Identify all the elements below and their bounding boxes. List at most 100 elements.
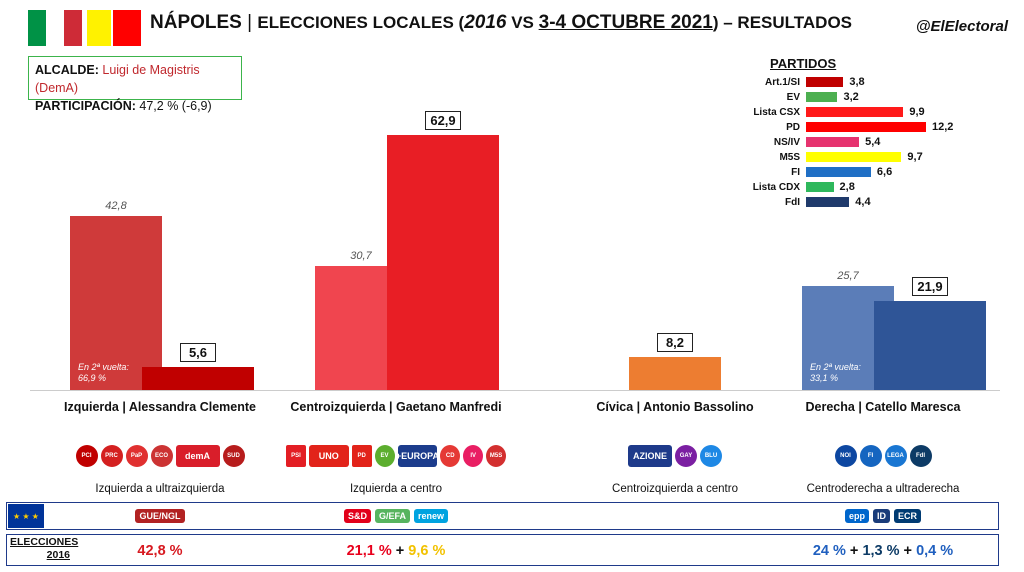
articolo-uno-logo-icon: UNO: [308, 445, 349, 467]
eu-groups-row: [6, 502, 999, 530]
party-bar-8: [806, 197, 850, 207]
party-value-2: 9,9: [909, 106, 925, 118]
party-row-7: Lista CDX 2,8: [740, 180, 855, 194]
civica-gay-logo-icon: GAY: [675, 445, 697, 467]
elections-2016-value-3: 24 % + 1,3 % + 0,4 %: [768, 543, 998, 559]
pd-logo-icon: PD: [351, 445, 372, 467]
elections-2016-value-1: 21,1 % + 9,6 %: [281, 543, 511, 559]
elections-2016-part-3-0: 24 %: [812, 543, 846, 559]
party-value-5: 9,7: [907, 151, 923, 163]
candidate-label-0: Izquierda | Alessandra Clemente: [64, 400, 256, 414]
elections-2016-part-3-4: 0,4 %: [916, 543, 954, 559]
gue-ngl-logo-icon: GUE/NGL: [135, 509, 185, 523]
party-row-3: PD 12,2: [740, 120, 953, 134]
coalition-range-2: Centroizquierda a centro: [612, 483, 738, 495]
elections-2016-row: [6, 534, 999, 566]
elections-2016-part-0-0: 42,8 %: [137, 543, 183, 559]
naples-flag-red: [113, 10, 141, 46]
label-2016-3: 25,7: [837, 269, 859, 282]
m5s-logo-icon: M5S: [486, 445, 507, 467]
dema-logo-icon: demA: [175, 445, 220, 467]
civica-blu-logo-icon: BLU: [700, 445, 722, 467]
piu-europa-logo-icon: +EUROPA: [397, 445, 438, 467]
party-bar-6: [806, 167, 871, 177]
party-value-3: 12,2: [932, 121, 954, 133]
elections-2016-part-1-0: 21,1 %: [346, 543, 392, 559]
ecosocialisti-logo-icon: ECO: [150, 445, 173, 467]
bar-2021-0: [142, 367, 254, 390]
elections-2016-part-3-2: 1,3 %: [862, 543, 900, 559]
author-handle: @ElElectoral: [915, 18, 1008, 35]
europa-verde-logo-icon: EV: [374, 445, 395, 467]
party-logos-1: PSI UNO PD EV +EUROPA CD IV M5S: [285, 440, 507, 472]
label-2016-0: 42,8: [105, 200, 127, 213]
party-value-7: 2,8: [839, 181, 855, 193]
chart-baseline: [30, 390, 1000, 391]
party-row-4: NS/IV 5,4: [740, 135, 881, 149]
party-name-4: NS/IV: [773, 136, 800, 148]
party-value-4: 5,4: [865, 136, 881, 148]
party-value-0: 3,8: [849, 76, 865, 88]
coalition-range-1: Izquierda a centro: [349, 483, 443, 495]
lega-logo-icon: LEGA: [884, 445, 907, 467]
party-logos-0: PCI PRC PaP ECO demA SUD: [50, 440, 270, 472]
elections-2016-label: ELECCIONES 2016: [10, 536, 79, 561]
fratelli-italia-logo-icon: FdI: [909, 445, 932, 467]
party-name-0: Art.1/SI: [764, 76, 800, 88]
party-logos-3: NOI FI LEGA FdI: [773, 440, 993, 472]
party-row-0: Art.1/SI 3,8: [740, 75, 865, 89]
epp-logo-icon: epp: [844, 509, 869, 523]
page-title: NÁPOLES | ELECCIONES LOCALES (2016 VS 3-…: [150, 12, 853, 33]
italy-flag-green: [28, 10, 46, 46]
party-bar-1: [806, 92, 838, 102]
party-logos-2: AZIONE GAY BLU: [565, 440, 785, 472]
ecr-logo-icon: ECR: [894, 509, 922, 523]
bar-2021-2: [629, 356, 721, 390]
coalition-range-3: Centroderecha a ultraderecha: [806, 483, 960, 495]
party-name-3: PD: [786, 121, 800, 133]
id-logo-icon: ID: [873, 509, 890, 523]
party-value-6: 6,6: [876, 166, 893, 178]
naples-flag-yellow: [87, 10, 111, 46]
pap-logo-icon: PaP: [125, 445, 148, 467]
elections-2016-part-1-2: 9,6 %: [408, 543, 446, 559]
party-row-8: FdI 4,4: [740, 195, 871, 209]
label-2021-3: 21,9: [912, 277, 948, 297]
bar-2021-1: [387, 135, 499, 390]
eu-groups-3: epp ID ECR: [823, 506, 943, 526]
party-row-6: FI 6,6: [740, 165, 892, 179]
party-name-6: FI: [791, 166, 800, 178]
label-2021-2: 8,2: [657, 332, 693, 352]
centro-democratico-logo-icon: CD: [440, 445, 461, 467]
party-name-5: M5S: [779, 151, 800, 163]
party-name-8: FdI: [785, 196, 800, 208]
runoff-note-0: En 2ª vuelta: 66,9 %: [78, 362, 129, 383]
mayor-turnout-box: ALCALDE: Luigi de Magistris (DemA) PARTI…: [28, 56, 242, 113]
parties-legend-title: PARTIDOS: [770, 56, 837, 71]
elections-2016-part-3-3: +: [899, 543, 917, 559]
party-bar-0: [806, 77, 844, 87]
bar-2016-0: [70, 216, 162, 390]
elections-2016-part-1-1: +: [391, 543, 409, 559]
partito-del-sud-logo-icon: SUD: [222, 445, 245, 467]
noi-con-italia-logo-icon: NOI: [834, 445, 857, 467]
party-bar-2: [806, 107, 904, 117]
elections-2016-part-3-1: +: [845, 543, 863, 559]
label-2016-1: 30,7: [350, 249, 372, 262]
runoff-note-3: En 2ª vuelta: 33,1 %: [810, 362, 861, 383]
party-name-2: Lista CSX: [753, 106, 800, 118]
party-name-7: Lista CDX: [752, 181, 800, 193]
candidates-bar-chart: 42,8 5,6 En 2ª vuelta: 66,9 % 30,7 62,9 8,2 25,…: [70, 111, 986, 390]
party-value-8: 4,4: [855, 196, 871, 208]
turnout-label: PARTICIPACIÓN:: [35, 99, 136, 113]
renew-europe-logo-icon: renew: [414, 509, 449, 523]
bar-2021-3: [874, 301, 986, 390]
party-row-1: EV 3,2: [740, 90, 859, 104]
elections-2016-value-0: 42,8 %: [45, 543, 275, 559]
party-bar-3: [806, 122, 926, 132]
party-bar-4: [806, 137, 860, 147]
turnout-value: 47,2 % (-6,9): [139, 99, 212, 113]
azione-logo-icon: AZIONE: [628, 445, 672, 467]
eu-groups-0: GUE/NGL: [100, 506, 220, 526]
candidate-label-2: Cívica | Antonio Bassolino: [596, 400, 754, 414]
